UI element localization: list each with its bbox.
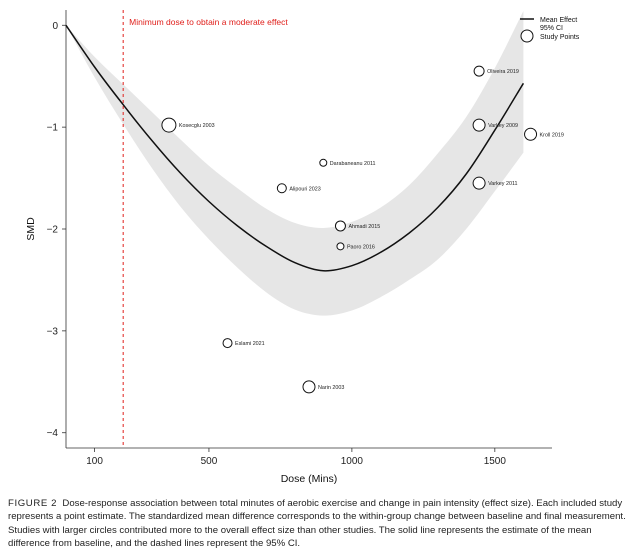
minimum-dose-label: Minimum dose to obtain a moderate effect <box>129 17 288 27</box>
study-point-label: Alipouri 2023 <box>289 186 320 192</box>
study-point-label: Varkey 2009 <box>488 123 518 129</box>
study-point <box>319 158 328 167</box>
ci-band-layer <box>66 11 524 316</box>
reference-line-layer: Minimum dose to obtain a moderate effect <box>122 10 288 448</box>
study-point-label: Ahmadi 2015 <box>348 224 380 230</box>
y-axis-title: SMD <box>25 217 37 241</box>
figure-caption: FIGURE 2 Dose-response association betwe… <box>8 497 628 551</box>
study-point <box>334 220 346 232</box>
axes-layer: 0 −1 −2 −3 −4 100 500 1000 1500 Dose (Mins) SMD <box>25 10 552 485</box>
study-point <box>473 65 485 77</box>
study-point <box>472 176 486 190</box>
y-tick-label: −4 <box>47 428 59 439</box>
x-tick-label: 100 <box>86 456 103 467</box>
study-point-label: Varkey 2011 <box>488 181 517 187</box>
legend-label-study-points: Study Points <box>540 34 580 41</box>
dose-response-chart: 0 −1 −2 −3 −4 100 500 1000 1500 Dose (Mins) SMD Mi… <box>25 10 580 485</box>
y-tick-label: −2 <box>47 225 59 236</box>
ci-band <box>66 11 524 316</box>
study-point-label: Oliveira 2019 <box>487 69 519 75</box>
figure-label: FIGURE 2 <box>8 498 58 509</box>
caption-text: Dose-response association between total … <box>8 498 626 550</box>
y-tick-label: −3 <box>47 326 59 337</box>
study-point <box>524 127 538 141</box>
study-point <box>161 117 177 133</box>
y-tick-label: −1 <box>47 123 59 134</box>
mean-effect-line <box>65 24 525 272</box>
legend-label-ci: 95% CI <box>540 25 563 32</box>
y-tick-label: 0 <box>52 21 58 32</box>
x-tick-label: 1000 <box>341 456 364 467</box>
legend-circle-swatch <box>520 29 534 43</box>
study-point <box>472 118 486 132</box>
study-point <box>336 242 345 251</box>
x-tick-label: 500 <box>201 456 218 467</box>
x-tick-label: 1500 <box>484 456 507 467</box>
x-axis-title: Dose (Mins) <box>281 473 338 485</box>
study-point <box>276 183 287 194</box>
study-point-label: Kosecglu 2003 <box>179 123 215 129</box>
study-points-layer: Kosecglu 2003 Oliveira 2019 Varkey 2009 Kro… <box>161 65 564 394</box>
study-point-label: Eslami 2021 <box>235 341 265 347</box>
study-point-label: Narin 2003 <box>318 385 344 391</box>
study-point-label: Darabaneanu 2011 <box>330 161 376 167</box>
study-point <box>302 380 316 394</box>
study-point-label: Paoro 2016 <box>347 244 375 250</box>
study-point <box>222 338 233 349</box>
mean-effect-layer <box>65 24 525 272</box>
legend-label-mean-effect: Mean Effect <box>540 17 577 24</box>
study-point-label: Kroll 2019 <box>540 132 564 138</box>
